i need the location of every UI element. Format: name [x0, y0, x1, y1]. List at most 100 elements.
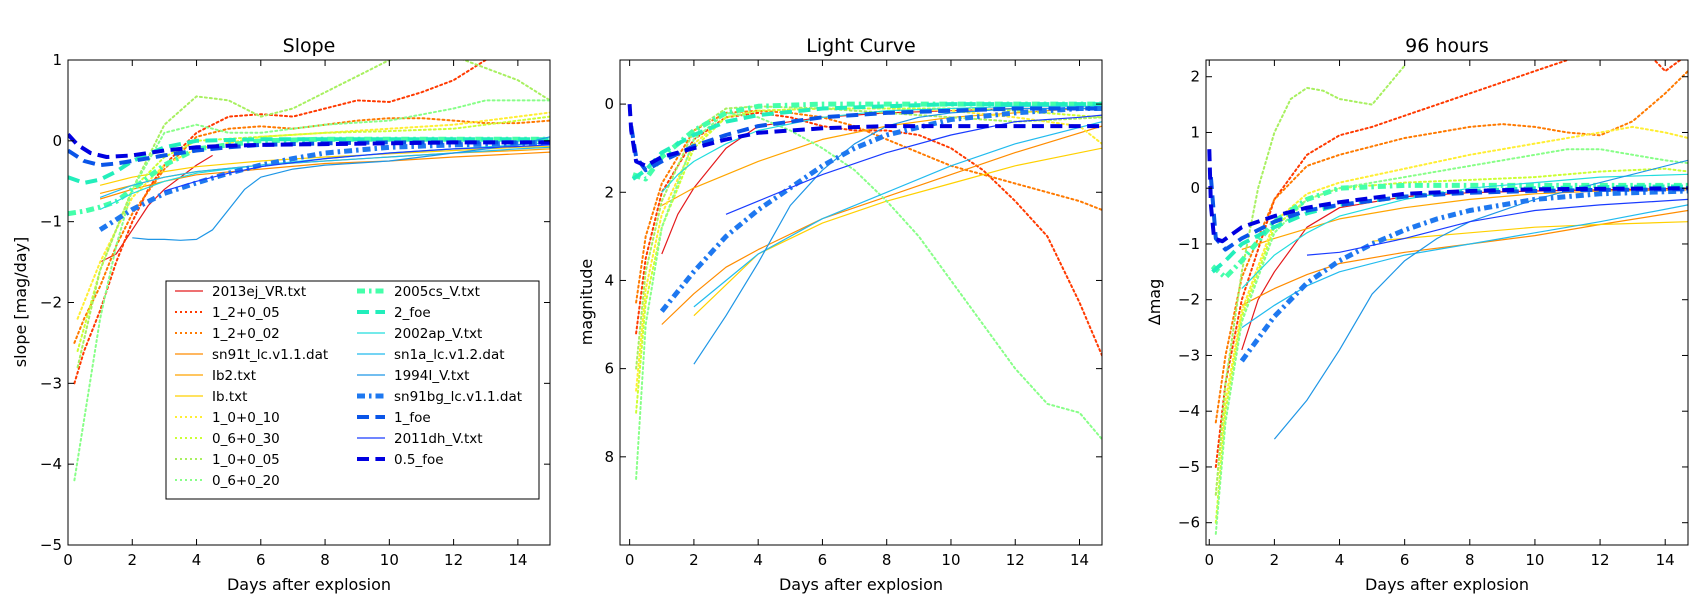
- x-axis-label: Days after explosion: [1365, 575, 1529, 594]
- plot-frame: [1205, 59, 1689, 546]
- series-line-3: [99, 151, 550, 200]
- legend-label: 2005cs_V.txt: [394, 284, 480, 300]
- series-line-18: [1207, 149, 1688, 244]
- legend-label: 0_6+0_20: [212, 473, 280, 489]
- x-axis-label: Days after explosion: [779, 575, 943, 594]
- y-tick-label: 4: [604, 271, 614, 289]
- series-line-10: [68, 136, 550, 217]
- series-line-16: [68, 140, 550, 168]
- series-line-9: [73, 99, 550, 482]
- legend-label: 1_0+0_10: [212, 410, 280, 426]
- panel-title: Light Curve: [806, 35, 916, 57]
- series-line-14: [132, 136, 550, 241]
- y-tick-label: 0: [604, 95, 614, 113]
- series-line-17: [164, 144, 550, 192]
- x-tick-label: 2: [689, 551, 699, 569]
- y-tick-label: 1: [1190, 123, 1200, 141]
- series-line-9: [635, 111, 1102, 480]
- x-tick-label: 4: [1335, 551, 1345, 569]
- series-line-2: [73, 117, 550, 344]
- legend-label: sn1a_lc.v1.2.dat: [394, 347, 505, 363]
- series-line-7: [635, 107, 1102, 414]
- y-tick-label: −4: [40, 455, 62, 473]
- series-line-15: [659, 106, 1102, 313]
- series-layer: [627, 101, 1102, 480]
- series-line-8: [1214, 64, 1406, 496]
- x-tick-label: 10: [941, 551, 960, 569]
- series-layer: [68, 60, 550, 482]
- legend-label: 1994I_V.txt: [394, 368, 469, 384]
- y-tick-label: −4: [1178, 402, 1200, 420]
- series-line-11: [68, 137, 550, 185]
- x-tick-label: 14: [1656, 551, 1675, 569]
- series-line-11: [631, 102, 1102, 181]
- legend-label: Ib2.txt: [212, 368, 256, 384]
- y-tick-label: 0: [52, 132, 62, 150]
- x-tick-label: 4: [753, 551, 763, 569]
- series-line-10: [1210, 182, 1688, 280]
- x-axis-label: Days after explosion: [227, 575, 391, 594]
- y-tick-label: −3: [1178, 346, 1200, 364]
- series-line-7: [1214, 167, 1688, 524]
- y-tick-label: −1: [40, 213, 62, 231]
- series-line-18: [68, 133, 550, 159]
- x-tick-label: 0: [625, 551, 635, 569]
- series-line-8: [635, 105, 1102, 370]
- series-line-12: [1241, 173, 1688, 290]
- x-tick-label: 8: [882, 551, 892, 569]
- legend-label: 1_2+0_05: [212, 305, 280, 321]
- series-line-1: [635, 111, 1102, 357]
- plot-frame: [619, 59, 1103, 546]
- series-line-9: [1214, 148, 1688, 535]
- y-tick-label: 2: [604, 183, 614, 201]
- x-tick-label: 8: [320, 551, 330, 569]
- x-tick-label: 6: [818, 551, 828, 569]
- series-line-5: [1372, 221, 1688, 242]
- legend-label: sn91bg_lc.v1.1.dat: [394, 389, 522, 405]
- x-tick-label: 10: [1525, 551, 1544, 569]
- panel-slope: Slope 0 2 4 6 8 10 12 14 −5 −4 −3 −2 −1 0 1 Days after…: [11, 35, 551, 594]
- legend: 2013ej_VR.txt 1_2+0_05 1_2+0_02 sn91t_lc.v1…: [165, 280, 540, 500]
- y-axis-label: slope [mag/day]: [11, 237, 30, 368]
- y-tick-label: −2: [40, 294, 62, 312]
- legend-label: 2_foe: [394, 305, 431, 321]
- series-line-6: [635, 107, 1102, 392]
- x-tick-label: 2: [1270, 551, 1280, 569]
- x-tick-label: 6: [256, 551, 266, 569]
- series-line-15: [98, 139, 550, 232]
- y-tick-label: −2: [1178, 291, 1200, 309]
- legend-label: 2002ap_V.txt: [394, 326, 482, 342]
- y-tick-label: −5: [1178, 458, 1200, 476]
- legend-label: sn91t_lc.v1.1.dat: [212, 347, 328, 363]
- y-tick-label: 0: [1190, 179, 1200, 197]
- series-layer: [1207, 60, 1688, 535]
- y-tick-label: −6: [1178, 514, 1200, 532]
- series-line-13: [1241, 204, 1688, 329]
- series-line-5: [693, 147, 1102, 317]
- legend-label: 0.5_foe: [394, 452, 444, 468]
- series-line-12: [99, 141, 550, 211]
- series-line-17: [1306, 198, 1688, 256]
- y-tick-label: 2: [1190, 68, 1200, 86]
- x-tick-label: 12: [1006, 551, 1025, 569]
- x-tick-label: 12: [1591, 551, 1610, 569]
- y-tick-label: 6: [604, 360, 614, 378]
- y-axis-label: Δmag: [1145, 279, 1164, 326]
- x-tick-label: 2: [127, 551, 137, 569]
- series-line-3: [1241, 209, 1688, 306]
- x-tick-label: 8: [1465, 551, 1475, 569]
- legend-label: 2013ej_VR.txt: [212, 284, 306, 300]
- series-line-17: [725, 114, 1102, 215]
- y-tick-label: −3: [40, 374, 62, 392]
- series-line-13: [693, 121, 1102, 308]
- series-line-14: [693, 107, 1102, 365]
- series-line-6: [1214, 125, 1688, 496]
- x-tick-label: 4: [192, 551, 202, 569]
- series-line-15: [1239, 188, 1688, 363]
- x-tick-label: 0: [1204, 551, 1214, 569]
- tick-layer: 0 2 4 6 8 10 12 14 −5 −4 −3 −2 −1 0 1: [40, 51, 550, 569]
- panel-title: 96 hours: [1405, 35, 1489, 57]
